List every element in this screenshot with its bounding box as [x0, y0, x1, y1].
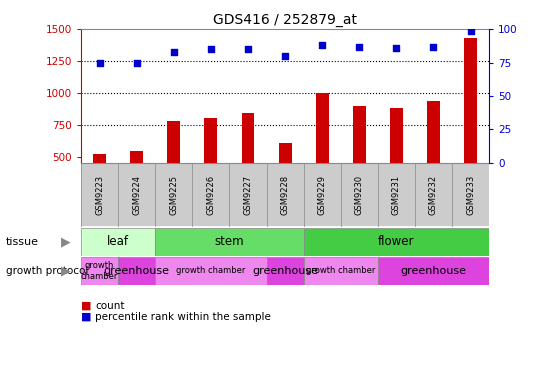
Text: growth protocol: growth protocol [6, 266, 88, 276]
Bar [192, 164, 229, 226]
Text: greenhouse: greenhouse [400, 266, 466, 276]
Bar [353, 106, 366, 220]
Text: ▶: ▶ [61, 264, 71, 277]
Text: ■: ■ [81, 300, 92, 311]
Bar [118, 164, 155, 226]
Bar [267, 257, 304, 285]
Text: GSM9232: GSM9232 [429, 175, 438, 215]
Bar [316, 93, 329, 220]
Text: tissue: tissue [6, 236, 39, 247]
Point [206, 46, 215, 52]
Text: GSM9231: GSM9231 [392, 175, 401, 215]
Text: greenhouse: greenhouse [252, 266, 318, 276]
Text: flower: flower [378, 235, 415, 248]
Bar [167, 121, 181, 220]
Text: count: count [95, 300, 125, 311]
Text: GSM9229: GSM9229 [318, 175, 326, 215]
Text: GSM9230: GSM9230 [355, 175, 364, 215]
Bar [304, 228, 489, 255]
Bar [427, 101, 440, 220]
Text: GSM9226: GSM9226 [206, 175, 215, 215]
Bar [241, 113, 254, 220]
Text: GSM9233: GSM9233 [466, 175, 475, 215]
Point [355, 44, 364, 49]
Bar [81, 228, 155, 255]
Bar [205, 118, 217, 220]
Bar [155, 228, 304, 255]
Point [95, 60, 104, 66]
Bar [378, 164, 415, 226]
Bar [452, 164, 489, 226]
Text: GSM9223: GSM9223 [95, 175, 104, 215]
Point [318, 42, 326, 48]
Text: percentile rank within the sample: percentile rank within the sample [95, 311, 271, 322]
Bar [229, 164, 267, 226]
Point [466, 28, 475, 34]
Text: GSM9228: GSM9228 [281, 175, 290, 215]
Bar [155, 257, 267, 285]
Text: growth chamber: growth chamber [306, 266, 376, 275]
Point [132, 60, 141, 66]
Text: stem: stem [215, 235, 244, 248]
Bar [304, 257, 378, 285]
Text: ▶: ▶ [61, 235, 71, 248]
Text: ■: ■ [81, 311, 92, 322]
Bar [390, 108, 403, 220]
Bar [378, 257, 489, 285]
Bar [93, 154, 106, 220]
Bar [267, 164, 304, 226]
Point [392, 45, 401, 51]
Point [244, 46, 253, 52]
Text: greenhouse: greenhouse [104, 266, 170, 276]
Text: GSM9225: GSM9225 [169, 175, 178, 215]
Point [169, 49, 178, 55]
Point [281, 53, 290, 59]
Title: GDS416 / 252879_at: GDS416 / 252879_at [213, 13, 357, 27]
Text: GSM9224: GSM9224 [132, 175, 141, 215]
Bar [81, 257, 118, 285]
Text: leaf: leaf [107, 235, 129, 248]
Bar [81, 164, 118, 226]
Bar [118, 257, 155, 285]
Bar [278, 142, 292, 220]
Bar [155, 164, 192, 226]
Text: growth chamber: growth chamber [176, 266, 245, 275]
Bar [130, 151, 143, 220]
Text: growth
chamber: growth chamber [81, 261, 119, 281]
Text: GSM9227: GSM9227 [244, 175, 253, 215]
Bar [304, 164, 341, 226]
Bar [415, 164, 452, 226]
Bar [464, 38, 477, 220]
Bar [341, 164, 378, 226]
Point [429, 44, 438, 49]
